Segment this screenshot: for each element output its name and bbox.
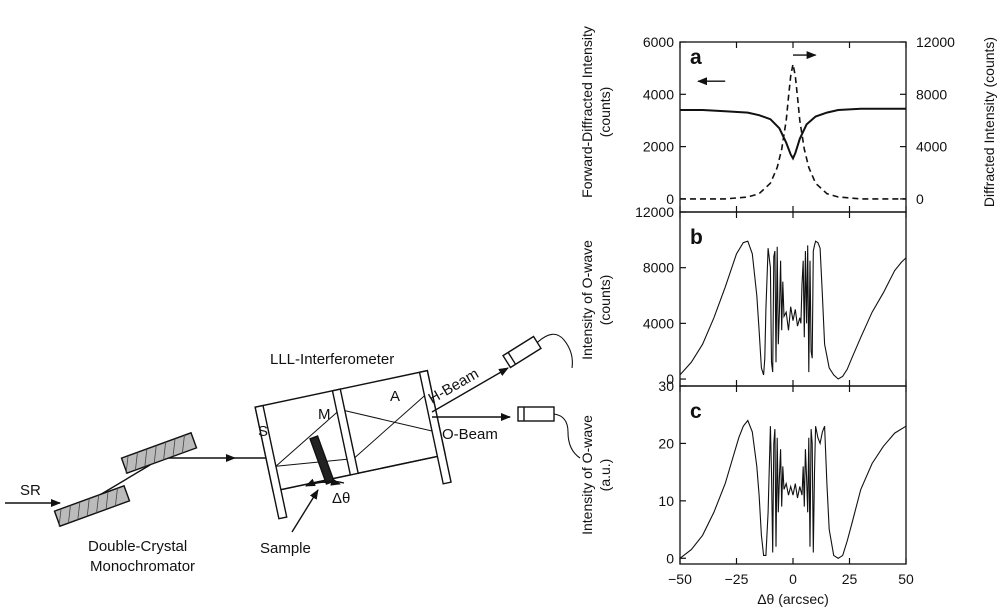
monochromator-label-line2: Monochromator: [90, 558, 195, 575]
panel-b-ytick-label: 4000: [643, 315, 674, 331]
panel-c-ytick-label: 30: [658, 378, 674, 394]
monochromator-label-line1: Double-Crystal: [88, 538, 187, 555]
h-beam: [431, 367, 509, 413]
panel-a-y2tick-label: 8000: [916, 86, 947, 102]
h-detector: [502, 333, 573, 369]
interferometer-label: LLL-Interferometer: [270, 351, 394, 368]
x-tick-label: −50: [668, 571, 692, 587]
panel-a-ytick-label: 2000: [643, 139, 674, 155]
panel-letter-a: a: [690, 46, 702, 69]
mono-crystal-lower: [53, 484, 131, 528]
charts: a b c Forward-Diffracted Intensity (coun…: [579, 26, 997, 607]
panel-letter-b: b: [690, 226, 703, 249]
panel-b-ylabel-line1: Intensity of O-wave: [579, 240, 595, 360]
sr-label: SR: [20, 482, 41, 499]
x-tick-label: −25: [725, 571, 749, 587]
panel-b-ytick-label: 8000: [643, 260, 674, 276]
panel-a-y2tick-label: 0: [916, 191, 924, 207]
panel-a-series-dashed: [680, 64, 906, 200]
panel-frame-b: [679, 211, 907, 387]
s-blade-label: S: [258, 423, 268, 440]
o-beam-label: O-Beam: [442, 426, 498, 443]
o-detector: [517, 406, 581, 459]
setup-labels: SR Double-Crystal Monochromator LLL-Inte…: [20, 351, 498, 575]
panel-a-ylabel-line1: Forward-Diffracted Intensity: [579, 26, 595, 198]
lll-interferometer: [254, 369, 452, 520]
x-tick-label: 50: [898, 571, 914, 587]
panel-b-ytick-label: 0: [666, 371, 674, 387]
a-blade: [418, 369, 452, 485]
sample: [309, 435, 335, 485]
setup-diagram: [5, 333, 581, 533]
panel-a-ytick-label: 6000: [643, 34, 674, 50]
h-beam-label: H-Beam: [426, 365, 482, 407]
s-blade: [254, 404, 288, 520]
panel-a-y2label: Diffracted Intensity (counts): [981, 37, 997, 207]
panel-b-ylabel-line2: (counts): [597, 275, 613, 326]
rotation-arrow-reverse: [305, 478, 345, 487]
m-blade-label: M: [318, 406, 331, 423]
panel-c-ytick-label: 10: [658, 493, 674, 509]
panel-b-ytick-label: 12000: [635, 204, 674, 220]
mono-crystal-upper: [120, 431, 198, 475]
sample-pointer: [291, 489, 319, 533]
x-tick-label: 0: [789, 571, 797, 587]
a-blade-label: A: [390, 388, 400, 405]
panel-a-ylabel-line2: (counts): [597, 87, 613, 138]
panel-c-ylabel-line1: Intensity of O-wave: [579, 415, 595, 535]
x-tick-label: 25: [842, 571, 858, 587]
panel-c-ytick-label: 0: [666, 550, 674, 566]
sample-label: Sample: [260, 540, 311, 557]
panel-frame-c: [679, 385, 907, 565]
panel-a-ytick-label: 4000: [643, 86, 674, 102]
panel-a-ytick-label: 0: [666, 191, 674, 207]
panel-c-ytick-label: 20: [658, 435, 674, 451]
panel-a-y2tick-label: 12000: [916, 34, 955, 50]
x-axis-title: Δθ (arcsec): [757, 591, 829, 607]
panel-b-series-solid: [679, 240, 907, 380]
panel-c-series-solid: [679, 419, 907, 559]
m-blade: [331, 388, 360, 476]
panel-c-ylabel-line2: (a.u.): [597, 459, 613, 492]
chart-content: 6000400020000120008000400001200080004000…: [635, 34, 955, 587]
delta-theta-label: Δθ: [332, 490, 350, 507]
panel-a-series-solid: [680, 107, 906, 161]
panel-letter-c: c: [690, 400, 702, 423]
panel-a-y2tick-label: 4000: [916, 139, 947, 155]
